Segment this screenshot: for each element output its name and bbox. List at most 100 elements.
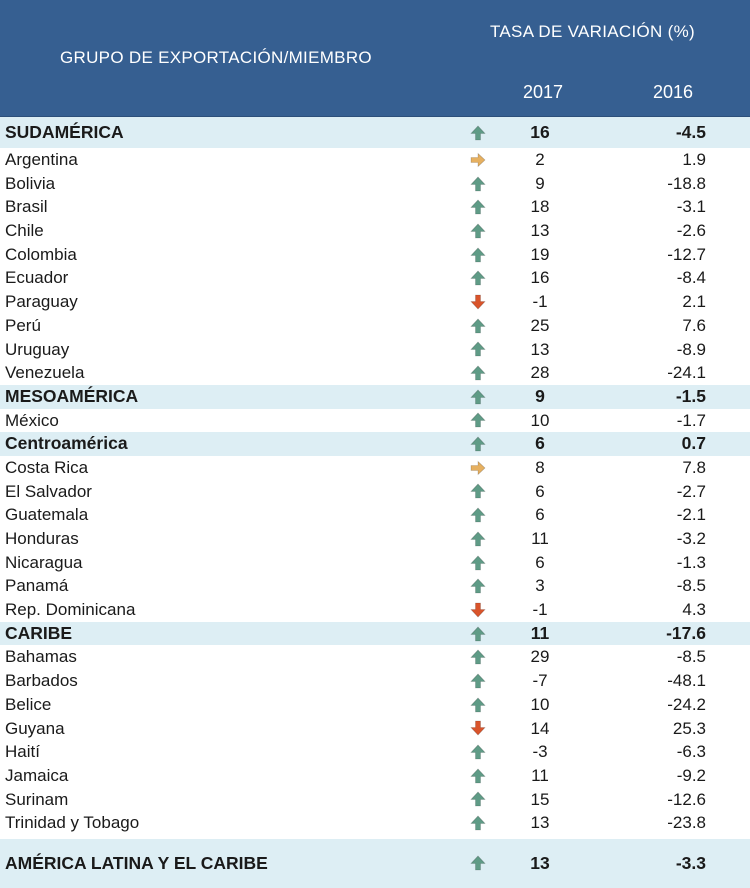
row-label: Belice xyxy=(5,694,52,714)
arrow-up-icon xyxy=(470,768,486,784)
arrow-up-icon xyxy=(470,176,486,191)
value-2016: -2.1 xyxy=(676,505,706,525)
row-label: Haití xyxy=(5,742,40,762)
arrow-down-icon xyxy=(470,721,486,736)
arrow-up-icon xyxy=(470,626,486,641)
arrow-up-icon xyxy=(470,318,486,333)
value-2016: -8.5 xyxy=(676,647,706,667)
row-label: Uruguay xyxy=(5,339,70,359)
value-2017: 16 xyxy=(530,268,550,288)
table-row: Uruguay 13 -8.9 xyxy=(0,338,750,362)
arrow-right-icon xyxy=(470,152,486,168)
value-2016: 7.8 xyxy=(682,457,706,477)
row-label: Bolivia xyxy=(5,173,56,193)
value-2016: -1.3 xyxy=(676,552,706,572)
value-2017: 13 xyxy=(530,221,550,241)
arrow-up-icon xyxy=(470,389,486,405)
value-2017: -7 xyxy=(532,671,548,691)
value-2017: 2 xyxy=(535,150,545,169)
value-2017: 10 xyxy=(530,694,550,714)
row-label: Ecuador xyxy=(5,268,69,288)
value-2017: 8 xyxy=(535,457,545,477)
table-row: Trinidad y Tobago 13 -23.8 xyxy=(0,811,750,835)
value-2017: 9 xyxy=(535,385,545,406)
table-row: Venezuela 28 -24.1 xyxy=(0,361,750,385)
table-row: Belice 10 -24.2 xyxy=(0,693,750,717)
value-2016: -3.3 xyxy=(675,852,706,873)
value-2017: 15 xyxy=(530,789,550,809)
value-2017: 13 xyxy=(530,852,550,873)
table-group-row: Centroamérica 6 0.7 xyxy=(0,432,750,456)
table-row: Panamá 3 -8.5 xyxy=(0,574,750,598)
value-2016: -4.5 xyxy=(675,122,706,142)
arrow-up-icon xyxy=(470,125,486,140)
column-header-rate: TASA DE VARIACIÓN (%) xyxy=(490,22,695,41)
column-header-2016: 2016 xyxy=(653,82,694,102)
row-label: Brasil xyxy=(5,197,48,217)
value-2017: 9 xyxy=(535,173,545,193)
table-row: Argentina 2 1.9 xyxy=(0,148,750,172)
value-2016: -8.9 xyxy=(676,339,706,359)
arrow-up-icon xyxy=(470,531,486,547)
table-group-row: SUDAMÉRICA 16 -4.5 xyxy=(0,117,750,148)
row-label: Centroamérica xyxy=(5,433,128,454)
value-2017: 11 xyxy=(531,529,549,548)
row-label: El Salvador xyxy=(5,481,92,501)
arrow-up-icon xyxy=(470,815,486,831)
arrow-up-icon xyxy=(470,744,486,760)
table-total-row: AMÉRICA LATINA Y EL CARIBE 13 -3.3 xyxy=(0,838,750,888)
table-row: Haití -3 -6.3 xyxy=(0,740,750,764)
row-label: Panamá xyxy=(5,576,69,596)
arrow-up-icon xyxy=(470,855,486,871)
value-2016: -17.6 xyxy=(666,622,706,643)
row-label: Surinam xyxy=(5,789,69,809)
value-2016: 2.1 xyxy=(682,292,706,312)
value-2016: -8.4 xyxy=(676,268,706,288)
value-2016: -9.2 xyxy=(676,765,706,785)
value-2017: -3 xyxy=(532,742,548,762)
table-row: Guyana 14 25.3 xyxy=(0,717,750,741)
arrow-up-icon xyxy=(470,791,486,807)
value-2016: -18.8 xyxy=(667,173,706,193)
arrow-up-icon xyxy=(470,578,486,594)
arrow-up-icon xyxy=(470,697,486,712)
table-group-row: CARIBE 11 -17.6 xyxy=(0,621,750,646)
column-header-group: GRUPO DE EXPORTACIÓN/MIEMBRO xyxy=(60,48,372,67)
row-label: Guyana xyxy=(5,718,65,738)
table-body: SUDAMÉRICA 16 -4.5 Argentina 2 1.9 Bolivia 9 -18… xyxy=(0,117,750,888)
arrow-up-icon xyxy=(470,341,486,357)
arrow-up-icon xyxy=(470,649,486,665)
arrow-up-icon xyxy=(470,412,486,428)
value-2017: 13 xyxy=(530,813,550,833)
value-2016: -1.7 xyxy=(676,410,706,430)
value-2016: -8.5 xyxy=(676,576,706,596)
value-2016: -2.7 xyxy=(676,481,706,501)
value-2017: 28 xyxy=(530,363,550,383)
table-row: Barbados -7 -48.1 xyxy=(0,669,750,693)
table-row: Nicaragua 6 -1.3 xyxy=(0,551,750,575)
arrow-up-icon xyxy=(470,555,486,570)
row-label: México xyxy=(5,410,59,430)
value-2016: 4.3 xyxy=(682,600,706,620)
value-2017: 16 xyxy=(530,122,550,142)
row-label: Jamaica xyxy=(5,765,69,785)
row-label: Paraguay xyxy=(5,292,78,312)
value-2016: 0.7 xyxy=(681,433,706,454)
table-row: Guatemala 6 -2.1 xyxy=(0,503,750,527)
value-2016: -48.1 xyxy=(667,671,706,691)
value-2016: -1.5 xyxy=(675,385,706,406)
column-header-2017: 2017 xyxy=(523,82,564,102)
value-2017: -1 xyxy=(532,292,548,312)
table-row: Colombia 19 -12.7 xyxy=(0,243,750,267)
table-row: Brasil 18 -3.1 xyxy=(0,195,750,219)
table-row: Jamaica 11 -9.2 xyxy=(0,764,750,788)
value-2017: 29 xyxy=(530,647,550,667)
value-2017: 3 xyxy=(535,576,545,596)
arrow-up-icon xyxy=(470,247,486,262)
table-row: Bahamas 29 -8.5 xyxy=(0,645,750,669)
table-row: Costa Rica 8 7.8 xyxy=(0,456,750,480)
table-row: Rep. Dominicana -1 4.3 xyxy=(0,598,750,622)
value-2017: 18 xyxy=(530,197,550,217)
row-label: MESOAMÉRICA xyxy=(5,385,139,406)
row-label: SUDAMÉRICA xyxy=(5,122,124,142)
